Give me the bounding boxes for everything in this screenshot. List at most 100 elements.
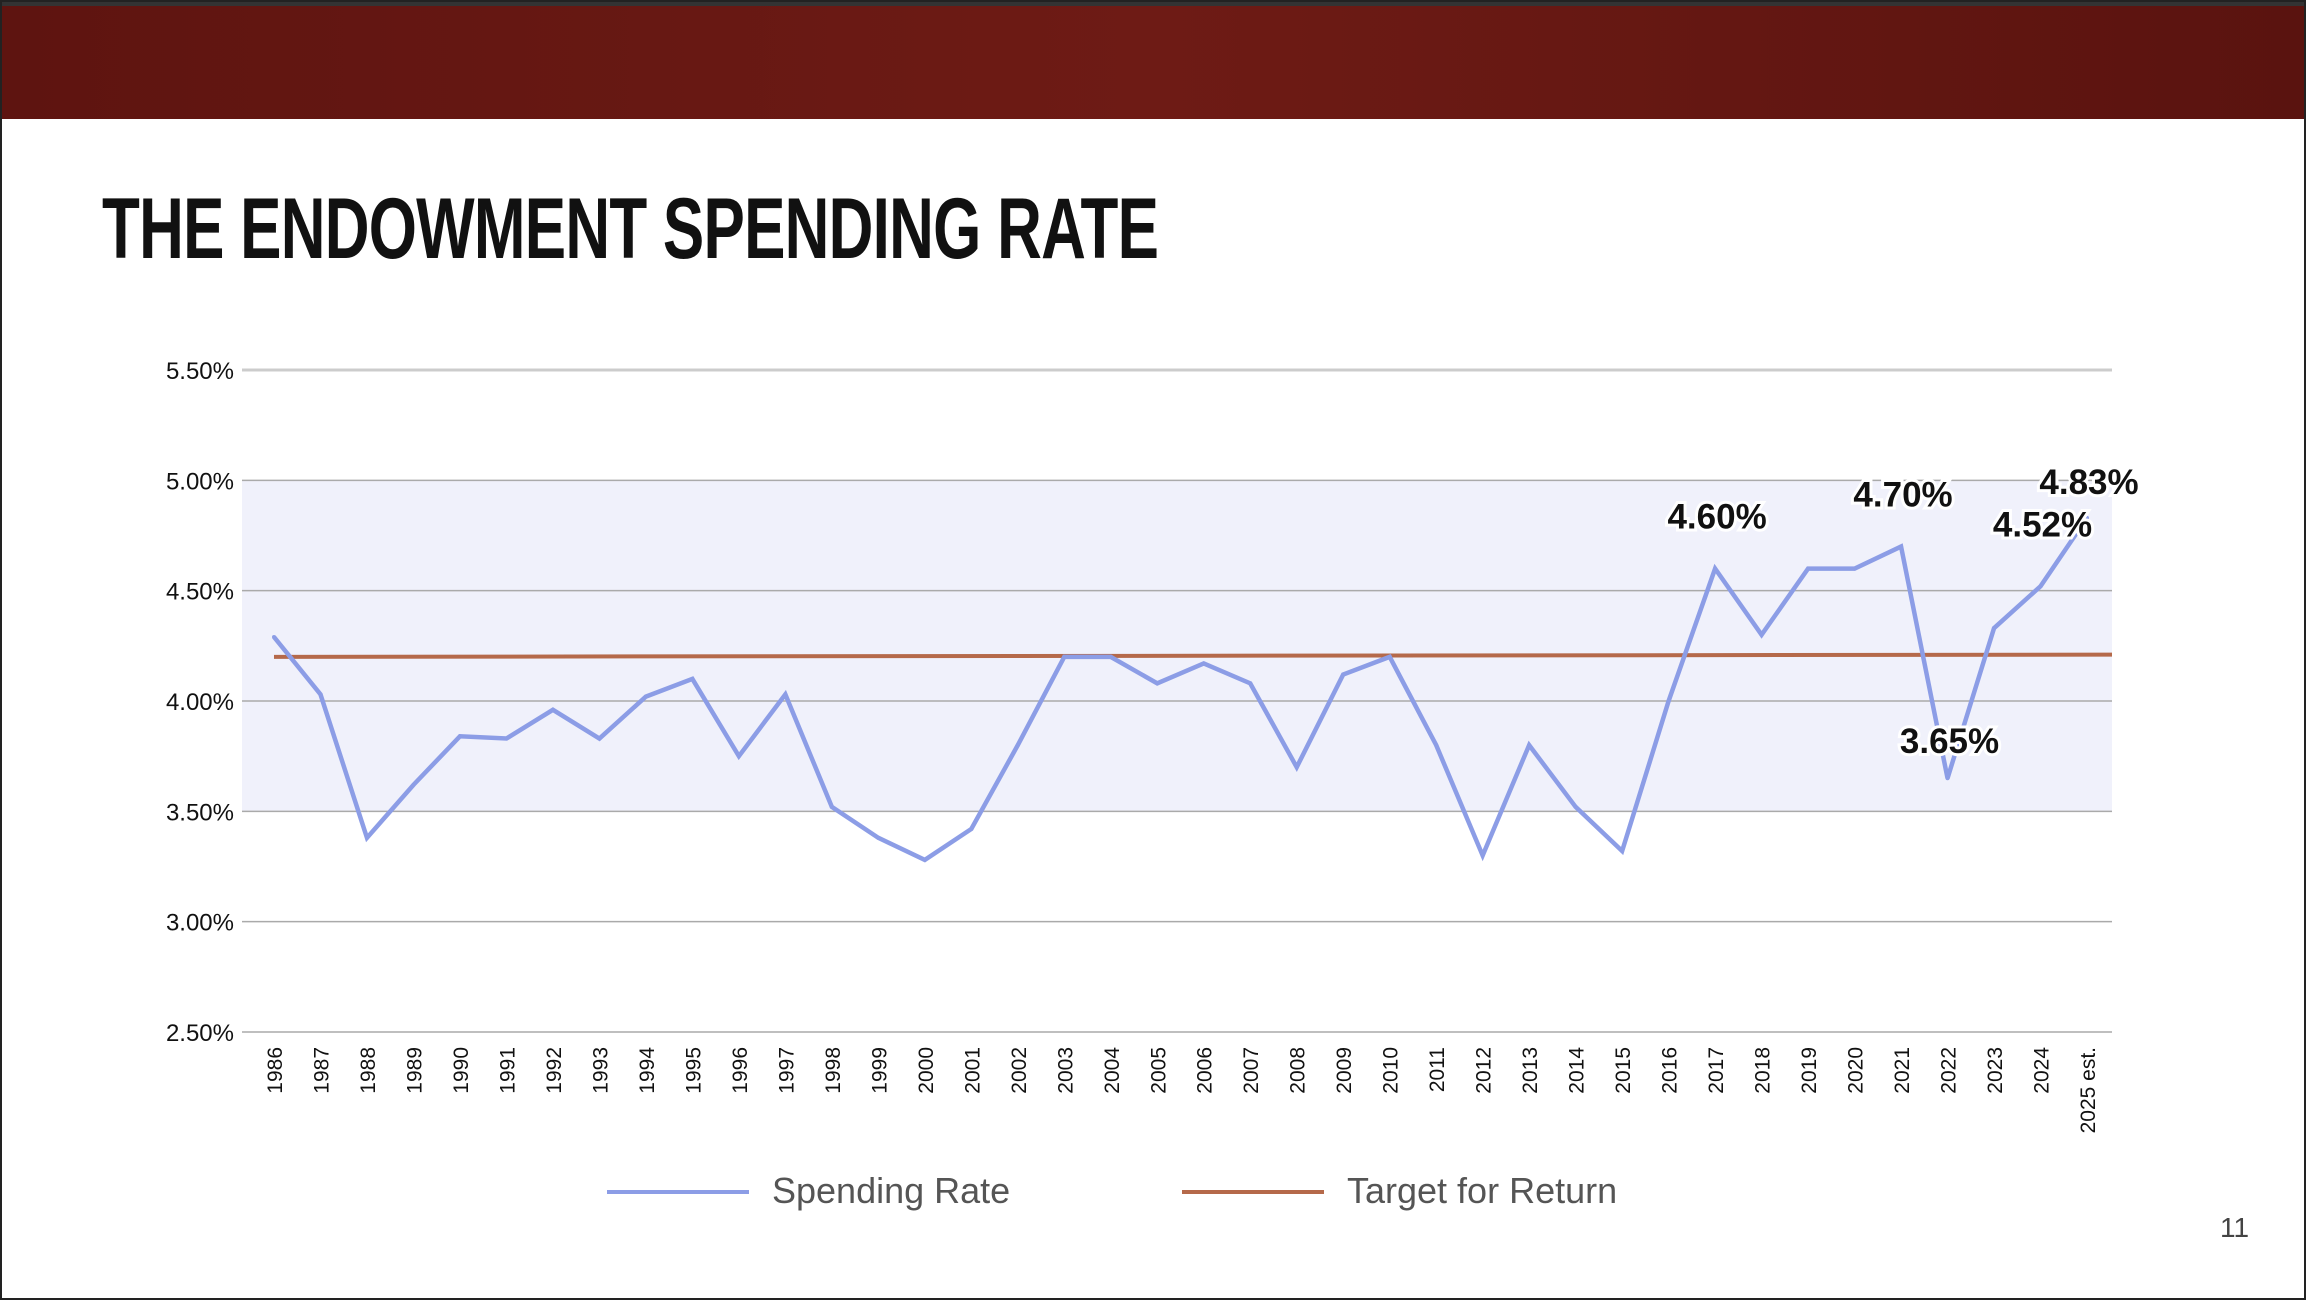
data-point xyxy=(969,826,974,831)
data-point xyxy=(1108,654,1113,659)
data-point xyxy=(504,736,509,741)
shaded-band xyxy=(242,480,2112,812)
x-tick-label: 2002 xyxy=(1008,1047,1031,1094)
x-tick-label: 2010 xyxy=(1380,1047,1403,1094)
x-tick-label: 2022 xyxy=(1938,1047,1961,1094)
x-tick-label: 1998 xyxy=(822,1047,845,1094)
x-tick-label: 2019 xyxy=(1798,1047,1821,1094)
data-point xyxy=(597,736,602,741)
data-point xyxy=(1062,654,1067,659)
legend-label: Spending Rate xyxy=(772,1170,1010,1211)
data-point xyxy=(1852,566,1857,571)
spending-rate-line xyxy=(272,516,2089,863)
legend-label: Target for Return xyxy=(1347,1170,1617,1211)
data-point xyxy=(2085,515,2089,520)
data-point xyxy=(922,857,927,862)
data-point xyxy=(1945,776,1950,781)
x-tick-label: 2020 xyxy=(1845,1047,1868,1094)
data-point xyxy=(1527,743,1532,748)
y-tick-label: 3.00% xyxy=(166,910,234,937)
data-point xyxy=(1341,672,1346,677)
data-point xyxy=(1294,765,1299,770)
y-tick-label: 5.00% xyxy=(166,468,234,495)
data-point xyxy=(1759,632,1764,637)
data-point xyxy=(1015,743,1020,748)
x-tick-label: 2025 est. xyxy=(2077,1047,2100,1133)
data-label: 4.52% xyxy=(1993,505,2092,544)
data-point xyxy=(1573,804,1578,809)
data-point xyxy=(736,754,741,759)
header-banner xyxy=(2,2,2304,119)
y-tick-label: 3.50% xyxy=(166,799,234,826)
x-tick-label: 2012 xyxy=(1473,1047,1496,1094)
page-title: THE ENDOWMENT SPENDING RATE xyxy=(102,181,1159,277)
target-line xyxy=(273,652,2113,659)
x-tick-label: 1996 xyxy=(729,1047,752,1094)
x-tick-label: 2017 xyxy=(1705,1047,1728,1094)
data-point xyxy=(1620,849,1625,854)
data-point xyxy=(1713,566,1718,571)
x-tick-label: 2003 xyxy=(1054,1047,1077,1094)
data-point xyxy=(1480,853,1485,858)
data-point xyxy=(783,692,788,697)
data-point xyxy=(1248,681,1253,686)
x-tick-label: 1994 xyxy=(636,1047,659,1094)
data-point xyxy=(318,692,323,697)
data-label: 3.65% xyxy=(1900,722,1999,761)
data-point xyxy=(411,782,416,787)
x-tick-label: 2006 xyxy=(1194,1047,1217,1094)
data-point xyxy=(1387,654,1392,659)
data-label: 4.83% xyxy=(2039,463,2138,502)
data-point xyxy=(1806,566,1811,571)
data-point xyxy=(1992,626,1997,631)
x-tick-label: 2015 xyxy=(1612,1047,1635,1094)
data-point xyxy=(876,835,881,840)
x-tick-label: 2005 xyxy=(1147,1047,1170,1094)
data-point xyxy=(272,635,276,640)
data-point xyxy=(1155,681,1160,686)
x-tick-label: 1990 xyxy=(450,1047,473,1094)
x-tick-label: 1989 xyxy=(403,1047,426,1094)
data-point xyxy=(550,707,555,712)
x-tick-label: 1993 xyxy=(589,1047,612,1094)
x-tick-label: 1997 xyxy=(775,1047,798,1094)
x-tick-label: 1987 xyxy=(310,1047,333,1094)
x-tick-label: 2021 xyxy=(1891,1047,1914,1094)
x-tick-label: 2008 xyxy=(1287,1047,1310,1094)
x-tick-label: 2018 xyxy=(1752,1047,1775,1094)
y-tick-label: 2.50% xyxy=(166,1020,234,1047)
page-number: 11 xyxy=(2220,1212,2250,1243)
x-tick-label: 1995 xyxy=(682,1047,705,1094)
data-point xyxy=(457,734,462,739)
x-tick-label: 2007 xyxy=(1240,1047,1263,1094)
x-tick-label: 2024 xyxy=(2031,1047,2054,1094)
x-tick-label: 1999 xyxy=(868,1047,891,1094)
data-point xyxy=(690,676,695,681)
x-tick-label: 2016 xyxy=(1659,1047,1682,1094)
x-tick-label: 1988 xyxy=(357,1047,380,1094)
x-tick-label: 2004 xyxy=(1101,1047,1124,1094)
data-point xyxy=(2038,584,2043,589)
x-tick-label: 2011 xyxy=(1426,1047,1449,1092)
data-point xyxy=(829,804,834,809)
y-tick-label: 4.00% xyxy=(166,689,234,716)
y-tick-label: 5.50% xyxy=(166,358,234,385)
data-label: 4.60% xyxy=(1667,498,1766,537)
data-point xyxy=(1899,544,1904,549)
x-tick-label: 2009 xyxy=(1333,1047,1356,1094)
x-tick-label: 1991 xyxy=(496,1047,519,1094)
x-tick-label: 2023 xyxy=(1984,1047,2007,1094)
data-point xyxy=(643,694,648,699)
x-tick-label: 2014 xyxy=(1566,1047,1589,1094)
x-tick-label: 2013 xyxy=(1519,1047,1542,1094)
x-tick-label: 1992 xyxy=(543,1047,566,1094)
data-point xyxy=(1434,743,1439,748)
data-point xyxy=(1201,661,1206,666)
x-tick-label: 2001 xyxy=(961,1047,984,1094)
x-tick-label: 1986 xyxy=(264,1047,287,1094)
data-label: 4.70% xyxy=(1853,476,1952,515)
x-tick-label: 2000 xyxy=(915,1047,938,1094)
data-point xyxy=(364,835,369,840)
